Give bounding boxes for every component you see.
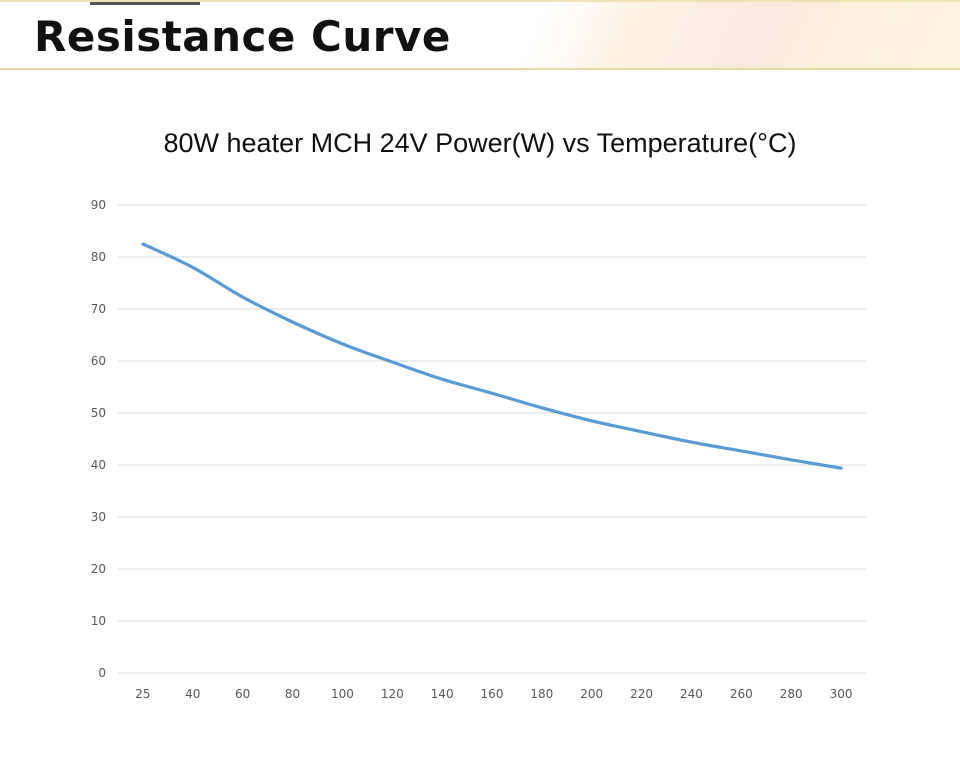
x-tick-label-120: 120	[381, 687, 404, 701]
chart-title: 80W heater MCH 24V Power(W) vs Temperatu…	[163, 128, 797, 158]
y-tick-label-90: 90	[91, 198, 106, 212]
x-tick-label-240: 240	[680, 687, 703, 701]
y-tick-label-40: 40	[91, 458, 106, 472]
x-tick-label-160: 160	[481, 687, 504, 701]
x-tick-label-100: 100	[331, 687, 354, 701]
x-tick-label-260: 260	[730, 687, 753, 701]
x-tick-label-40: 40	[185, 687, 200, 701]
x-tick-label-25: 25	[135, 687, 150, 701]
x-tick-label-220: 220	[630, 687, 653, 701]
header-banner: Resistance Curve	[0, 0, 960, 70]
y-tick-label-70: 70	[91, 302, 106, 316]
y-tick-label-50: 50	[91, 406, 106, 420]
y-tick-label-10: 10	[91, 614, 106, 628]
y-tick-label-0: 0	[98, 666, 106, 680]
series-line-0	[141, 242, 843, 470]
x-tick-label-180: 180	[530, 687, 553, 701]
y-tick-label-60: 60	[91, 354, 106, 368]
x-tick-label-80: 80	[285, 687, 300, 701]
header-accent-bar	[90, 2, 200, 5]
page-title: Resistance Curve	[34, 12, 451, 61]
y-tick-label-30: 30	[91, 510, 106, 524]
y-tick-label-20: 20	[91, 562, 106, 576]
y-tick-label-80: 80	[91, 250, 106, 264]
x-tick-label-60: 60	[235, 687, 250, 701]
x-tick-label-200: 200	[580, 687, 603, 701]
x-tick-label-300: 300	[830, 687, 853, 701]
x-tick-label-280: 280	[780, 687, 803, 701]
x-tick-label-140: 140	[431, 687, 454, 701]
